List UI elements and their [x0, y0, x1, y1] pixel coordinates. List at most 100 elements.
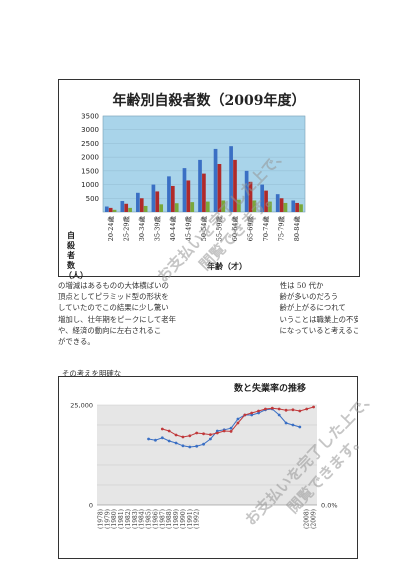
- data-point: [305, 407, 309, 411]
- bar: [233, 159, 237, 212]
- bar: [174, 203, 179, 212]
- x-tick-label: (1983): [132, 509, 139, 529]
- data-point: [229, 426, 233, 430]
- x-tick-label: (1988): [166, 509, 173, 529]
- x-tick-label: 40-44歳: [168, 216, 177, 242]
- bar: [159, 204, 164, 212]
- bar: [170, 185, 175, 212]
- x-tick-label: 60-64歳: [230, 216, 239, 242]
- data-point: [154, 438, 157, 442]
- x-tick-label: 80-84歳: [292, 216, 301, 242]
- data-point: [188, 445, 192, 449]
- x-tick-label: 65-69歳: [246, 216, 255, 242]
- data-point: [284, 408, 288, 412]
- y-tick-label: 2500: [81, 140, 99, 148]
- line-chart-plot: 25,000 0 0.0% (1978) (1979) (1980) (1981) (1982…: [70, 402, 338, 529]
- data-point: [215, 429, 219, 433]
- data-point: [174, 433, 178, 437]
- bar: [182, 168, 187, 212]
- bar: [139, 198, 144, 212]
- bar-chart-plot: 3500 3000 2500 2000 1500 1000 500 20-24歳 25-29歳 3…: [81, 113, 306, 242]
- data-point: [181, 444, 185, 448]
- data-point: [257, 411, 260, 415]
- x-tick-label: (1985): [146, 509, 153, 529]
- data-point: [209, 433, 212, 436]
- bar: [295, 202, 299, 212]
- x-tick-label: (1979): [104, 509, 111, 529]
- bar: [275, 194, 280, 212]
- data-point: [195, 431, 199, 435]
- x-tick-label: 45-49歳: [183, 216, 192, 242]
- body-paragraph: の増減はあるものの大体横ばいの 性は 50 代か 頂点としてピラミッド型の形状を…: [58, 280, 358, 347]
- data-point: [195, 444, 199, 448]
- bar: [279, 198, 284, 212]
- data-point: [160, 427, 164, 431]
- bar: [260, 184, 265, 212]
- x-tick-label: 70-74歳: [261, 216, 270, 242]
- data-point: [298, 409, 302, 413]
- trend-chart: 25,000 0 0.0% (1978) (1979) (1980) (1981) (1982…: [58, 376, 358, 559]
- paragraph-line: 頂点としてピラミッド型の形状を 齢が多いのだろう: [58, 292, 339, 302]
- bar: [291, 200, 296, 212]
- data-point: [250, 411, 254, 415]
- bar: [283, 202, 288, 212]
- x-tick-label: 55-59歳: [215, 216, 224, 242]
- bar: [248, 181, 253, 212]
- data-point: [264, 407, 267, 411]
- data-point: [160, 436, 164, 440]
- x-tick-label: 20-24歳: [106, 216, 115, 242]
- data-point: [312, 405, 315, 409]
- bar: [268, 201, 272, 212]
- data-point: [202, 432, 205, 436]
- x-tick-label: (1991): [187, 509, 194, 529]
- data-point: [215, 431, 219, 435]
- bar: [217, 164, 222, 212]
- data-point: [209, 437, 212, 441]
- data-point: [202, 442, 205, 446]
- x-tick-label: (1990): [180, 509, 187, 529]
- y-tick-label: 3500: [81, 113, 99, 121]
- paragraph-line: ができる。: [58, 337, 95, 347]
- data-point: [222, 429, 226, 433]
- data-point: [298, 425, 302, 429]
- y-tick-label: 1000: [81, 181, 99, 189]
- lead-text: その考えを明確な: [62, 369, 122, 378]
- bar: [229, 146, 233, 212]
- y-tick-label: 1500: [81, 167, 99, 175]
- x-tick-label: (1980): [111, 509, 118, 529]
- data-point: [270, 406, 274, 410]
- right-axis-label: 0.0%: [321, 502, 338, 510]
- data-point: [291, 408, 295, 412]
- bar: [120, 201, 125, 212]
- data-point: [167, 429, 171, 433]
- bar: [221, 200, 226, 212]
- bar: [202, 173, 206, 212]
- data-point: [277, 413, 281, 417]
- paragraph-line: の増減はあるものの大体横ばいの 性は 50 代か: [58, 281, 324, 290]
- bar: [167, 176, 171, 212]
- data-point: [243, 413, 247, 417]
- data-point: [236, 421, 240, 425]
- x-tick-label: (1986): [152, 509, 159, 529]
- data-point: [174, 441, 178, 445]
- bar: [155, 191, 160, 212]
- bar: [186, 180, 191, 212]
- data-point: [277, 407, 281, 411]
- bar: [136, 192, 140, 212]
- y-tick-label: 25,000: [70, 402, 93, 410]
- data-point: [167, 439, 171, 443]
- data-point: [236, 417, 240, 421]
- x-tick-label: (1982): [125, 509, 132, 529]
- bar: [205, 201, 210, 212]
- x-tick-label: (2009): [311, 509, 318, 529]
- y-tick-label: 2000: [81, 154, 99, 162]
- bar: [143, 205, 148, 212]
- paragraph-line: 増加し、壮年期をピークにして老年 いうことは職業上の不安: [58, 314, 358, 324]
- data-point: [147, 437, 150, 441]
- chart-title: 数と失業率の推移: [234, 384, 307, 394]
- paragraph-line: や、経済の動向に左右されるこ になっていると考えること: [58, 325, 358, 335]
- x-tick-label: (1984): [139, 509, 146, 529]
- bar: [124, 203, 129, 212]
- y-tick-label: 0: [89, 502, 93, 510]
- x-tick-label: 35-39歳: [152, 216, 161, 242]
